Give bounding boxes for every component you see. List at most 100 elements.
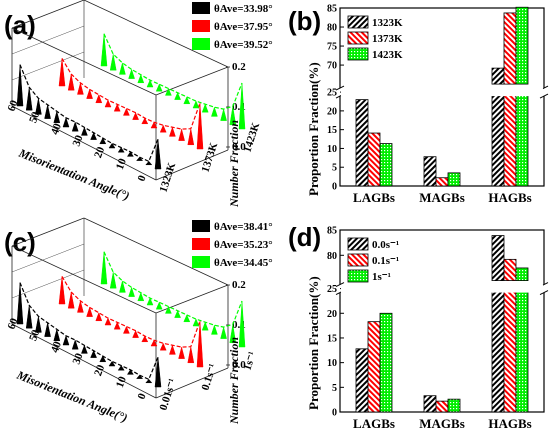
bar-lower-part	[515, 91, 529, 187]
histogram-bar	[123, 325, 130, 334]
x-tick-label: 20	[92, 145, 107, 160]
histogram-bar	[155, 83, 163, 92]
bar	[503, 12, 517, 85]
axis-break-mark	[539, 290, 549, 296]
series-histogram: 1373K	[58, 58, 220, 174]
series-histogram: 1s⁻¹	[100, 251, 259, 372]
legend-label: 0.1s⁻¹	[372, 255, 399, 267]
histogram-bar	[132, 330, 139, 338]
bar	[423, 395, 437, 413]
panel-c-legend: θAve=38.41° θAve=35.23° θAve=34.45°	[192, 220, 273, 269]
axis-break-gap	[341, 284, 543, 293]
y-tick-label: 0	[332, 408, 337, 419]
bar	[379, 312, 393, 413]
histogram-bar	[165, 87, 172, 96]
bar-lower-part	[515, 288, 529, 413]
histogram-bar	[53, 110, 61, 124]
histogram-bar	[183, 314, 191, 323]
histogram-bar	[150, 339, 158, 347]
histogram-bar	[132, 112, 139, 120]
histogram-bar	[117, 365, 125, 371]
histogram-bar	[159, 124, 167, 133]
panel-d-plot: 0 5 10 15 20 25 80 85 LAGBs MAGBs HAGBs 0.0s⁻¹ 0.1s⁻…	[327, 226, 549, 431]
legend-label: θAve=33.98°	[214, 3, 273, 15]
fit-curve	[103, 33, 243, 110]
histogram-bar	[44, 104, 51, 119]
fit-curve	[103, 251, 243, 328]
histogram-bar	[53, 328, 61, 342]
bar-lower-part	[491, 288, 505, 413]
histogram-bar	[25, 87, 33, 111]
bar	[491, 235, 505, 281]
histogram-bar	[119, 61, 126, 75]
y-tick-label: 5	[332, 383, 337, 394]
histogram-bar	[109, 272, 117, 289]
histogram-bar	[174, 310, 181, 318]
y-tick-label: 15	[327, 125, 337, 136]
series-histogram: 0.01s⁻¹	[16, 282, 179, 412]
y-tick-label: 80	[327, 23, 337, 34]
legend-swatch	[347, 15, 369, 29]
histogram-bar	[174, 92, 181, 100]
y-tick-label: 85	[327, 4, 337, 15]
histogram-bar	[187, 128, 195, 146]
series-histogram: 0.1s⁻¹	[58, 276, 219, 392]
x-tick-label: 0	[136, 391, 149, 401]
histogram-bar	[16, 282, 24, 325]
histogram-bar	[238, 82, 246, 130]
y-tick-label: 20	[327, 309, 337, 320]
legend-label: θAve=34.45°	[214, 257, 273, 269]
bar	[447, 398, 461, 413]
histogram-bar	[192, 318, 200, 327]
x-tick-label: 30	[71, 133, 86, 148]
y-tick-label: 0	[332, 182, 337, 193]
bar	[515, 267, 529, 282]
series-histogram: 1423K	[100, 33, 262, 154]
histogram-bar	[123, 107, 130, 116]
histogram-bar	[109, 54, 117, 71]
z-tick-label: 0.2	[232, 61, 246, 73]
histogram-bar	[126, 151, 134, 157]
x-tick-label: 60	[6, 98, 21, 113]
histogram-bar	[146, 297, 154, 306]
histogram-bar	[220, 108, 227, 121]
fit-curve	[61, 276, 201, 348]
histogram-bar	[62, 116, 70, 128]
legend-swatch	[192, 220, 210, 232]
x-tick-label: 10	[114, 374, 129, 389]
histogram-bar	[145, 160, 153, 166]
z-tick-label: 0.2	[232, 279, 246, 291]
legend-swatch	[347, 47, 369, 61]
histogram-bar	[104, 317, 112, 326]
histogram-bar	[67, 74, 75, 91]
series-histogram: 1323K	[16, 64, 178, 194]
histogram-bar	[154, 139, 162, 170]
fit-curve	[19, 64, 159, 163]
legend-label: 1323K	[372, 17, 403, 29]
legend-label: θAve=35.23°	[214, 239, 273, 251]
histogram-bar	[119, 279, 126, 293]
legend-label: 1373K	[372, 33, 403, 45]
bar	[367, 132, 381, 187]
x-tick-label: 40	[49, 339, 64, 354]
histogram-bar	[183, 96, 191, 105]
bar	[355, 99, 369, 187]
legend-swatch	[192, 2, 210, 14]
y-tick-label: 10	[327, 144, 337, 155]
panel-d-y-axis-title: Proportion Fraction(%)	[306, 276, 321, 410]
x-tick-label: 60	[6, 316, 21, 331]
histogram-bar	[141, 117, 149, 125]
x-tick-label: 0	[136, 173, 149, 183]
legend-swatch	[347, 31, 369, 45]
histogram-bar	[154, 357, 162, 388]
histogram-bar	[229, 106, 237, 126]
histogram-bar	[146, 79, 154, 88]
panel-c-z-axis-title: Number Fraction	[227, 337, 241, 425]
histogram-bar	[100, 33, 108, 67]
z-tick-label: 0.0	[232, 141, 246, 153]
axis-break-mark	[335, 282, 345, 288]
category-label: MAGBs	[419, 190, 465, 205]
histogram-bar	[62, 334, 70, 346]
histogram-bar	[35, 316, 42, 333]
